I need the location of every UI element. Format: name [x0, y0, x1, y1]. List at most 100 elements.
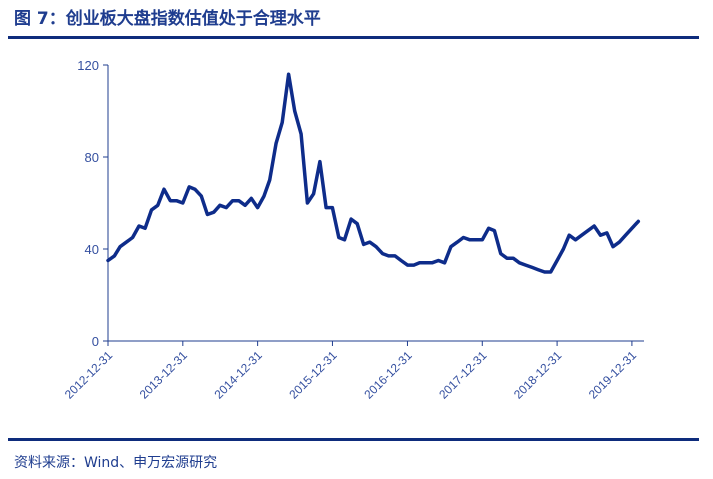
x-tick-label: 2015-12-31	[286, 348, 340, 402]
data-point	[131, 236, 134, 239]
data-point	[362, 243, 365, 246]
data-point	[418, 262, 421, 264]
data-point	[475, 239, 477, 241]
data-point	[375, 245, 377, 248]
data-point	[574, 239, 577, 241]
data-point	[462, 236, 465, 239]
data-point	[312, 193, 315, 195]
data-point	[400, 259, 402, 262]
data-point	[599, 234, 602, 236]
data-point	[587, 229, 589, 232]
data-point	[281, 121, 284, 124]
x-tick-label: 2013-12-31	[137, 348, 191, 402]
data-point	[562, 248, 565, 250]
x-tick-label: 2018-12-31	[511, 348, 565, 402]
data-point	[456, 241, 459, 243]
data-point	[425, 262, 427, 264]
data-point	[469, 239, 471, 241]
data-point	[194, 188, 196, 190]
data-point	[549, 271, 552, 273]
data-point	[537, 268, 539, 271]
y-tick-label: 80	[85, 150, 99, 165]
top-rule	[8, 36, 699, 39]
data-point	[387, 255, 390, 257]
data-point	[350, 218, 352, 220]
series-line	[106, 72, 641, 274]
chart-axes	[107, 65, 644, 342]
y-tick-label: 0	[92, 334, 99, 349]
data-point	[182, 202, 184, 204]
data-point	[437, 259, 440, 262]
data-point	[169, 199, 172, 202]
data-point	[631, 227, 633, 230]
data-point	[175, 199, 178, 202]
data-point	[144, 227, 146, 230]
data-point	[119, 245, 121, 248]
data-point	[293, 110, 296, 112]
x-tick-label: 2012-12-31	[62, 348, 116, 402]
data-point	[225, 206, 228, 209]
data-point	[512, 257, 514, 260]
data-point	[637, 220, 640, 223]
data-point	[556, 259, 558, 262]
data-point	[306, 202, 309, 204]
chart-series	[106, 72, 641, 274]
data-point	[343, 239, 346, 241]
data-point	[413, 264, 415, 266]
data-point	[618, 241, 621, 243]
data-point	[219, 204, 221, 207]
data-point	[238, 199, 240, 202]
data-point	[531, 266, 533, 269]
data-point	[231, 199, 234, 202]
data-point	[624, 234, 627, 236]
data-point	[213, 211, 215, 213]
data-point	[163, 188, 165, 190]
data-point	[381, 252, 384, 255]
data-point	[356, 222, 359, 225]
data-point	[107, 259, 109, 262]
x-axis-ticks: 2012-12-31 2013-12-31 2014-12-31 2015-12-31…	[62, 341, 639, 402]
data-point	[275, 142, 277, 144]
data-point	[524, 264, 527, 266]
y-tick-label: 120	[77, 58, 99, 73]
data-point	[487, 227, 490, 230]
data-point	[593, 225, 595, 227]
data-point	[499, 252, 502, 255]
data-point	[157, 204, 159, 207]
data-point	[612, 245, 614, 248]
x-tick-label: 2019-12-31	[586, 348, 640, 402]
data-point	[268, 179, 271, 181]
data-point	[319, 160, 321, 163]
data-point	[287, 73, 290, 75]
data-point	[300, 133, 302, 135]
y-tick-label: 40	[85, 242, 99, 257]
data-point	[125, 241, 128, 243]
data-point	[325, 206, 327, 209]
data-point	[394, 255, 396, 257]
data-point	[206, 213, 209, 216]
data-point	[150, 209, 153, 211]
data-point	[113, 255, 116, 257]
data-point	[250, 197, 253, 200]
data-point	[493, 229, 496, 232]
data-point	[188, 186, 190, 188]
figure-title: 图 7：创业板大盘指数估值处于合理水平	[14, 9, 321, 29]
data-point	[331, 206, 334, 209]
data-point	[518, 262, 521, 264]
x-tick-label: 2014-12-31	[212, 348, 266, 402]
x-tick-label: 2017-12-31	[436, 348, 490, 402]
data-point	[606, 232, 608, 234]
source-note: 资料来源：Wind、申万宏源研究	[14, 455, 218, 471]
data-point	[338, 236, 340, 239]
x-tick-label: 2016-12-31	[361, 348, 415, 402]
data-point	[431, 262, 433, 264]
data-point	[263, 195, 265, 197]
data-point	[368, 241, 371, 243]
data-point	[580, 234, 583, 236]
data-point	[506, 257, 508, 260]
data-point	[481, 239, 484, 241]
data-point	[256, 206, 259, 209]
bottom-rule	[8, 438, 699, 441]
data-point	[443, 262, 446, 264]
